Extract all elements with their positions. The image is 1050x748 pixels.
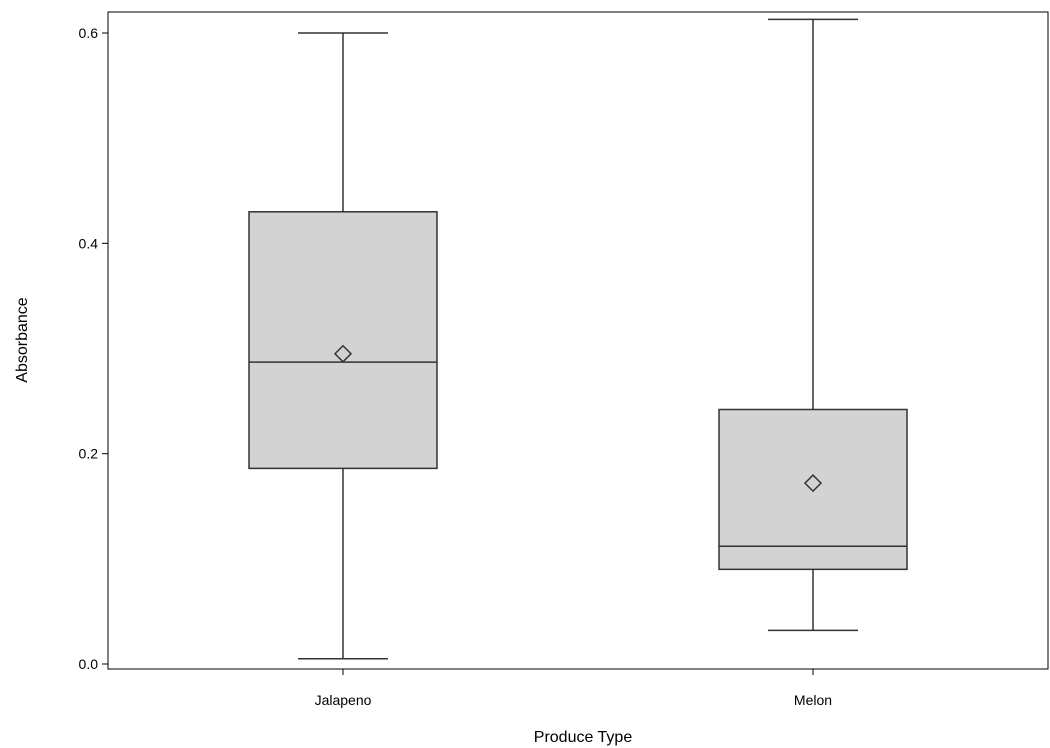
x-tick-label: Melon [794, 692, 832, 708]
y-tick-label: 0.0 [79, 656, 99, 672]
iqr-box [718, 408, 908, 571]
iqr-box [248, 211, 438, 470]
y-tick-label: 0.4 [79, 235, 99, 251]
x-axis: Jalapeno Melon [315, 669, 832, 708]
plot-frame [107, 11, 1049, 670]
box-melon [718, 18, 908, 632]
x-tick-label: Jalapeno [315, 692, 372, 708]
y-tick-label: 0.2 [79, 446, 99, 462]
x-axis-label: Produce Type [534, 729, 633, 746]
y-axis-label: Absorbance [14, 297, 31, 382]
mean-marker [803, 474, 823, 493]
boxes [248, 18, 908, 660]
y-tick-label: 0.6 [79, 25, 99, 41]
y-axis: 0.0 0.2 0.4 0.6 [79, 25, 108, 672]
mean-marker [333, 344, 353, 363]
box-jalapeno [248, 32, 438, 660]
